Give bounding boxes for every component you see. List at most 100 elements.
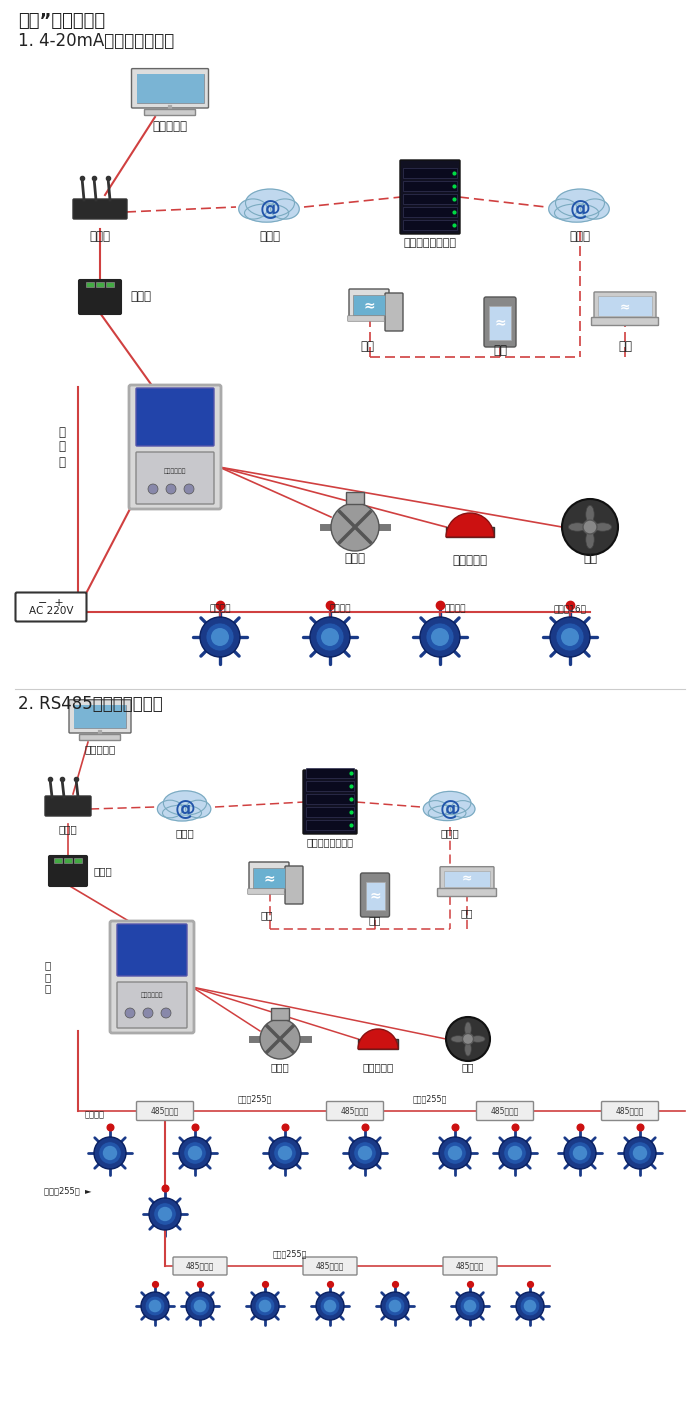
Text: 通
讯
线: 通 讯 线 (59, 425, 66, 469)
Text: 485中继器: 485中继器 (341, 1106, 369, 1116)
Bar (74, 705, 126, 727)
Text: @: @ (260, 198, 281, 219)
FancyBboxPatch shape (49, 855, 87, 886)
Circle shape (154, 1203, 176, 1225)
Circle shape (148, 1300, 161, 1313)
Circle shape (190, 1296, 210, 1316)
Circle shape (426, 623, 454, 651)
Ellipse shape (594, 523, 612, 532)
FancyBboxPatch shape (443, 1256, 497, 1275)
Text: 终端: 终端 (618, 339, 632, 353)
Text: 485中继器: 485中继器 (316, 1262, 344, 1271)
Bar (365, 882, 384, 910)
Text: 声光报警器: 声光报警器 (363, 1062, 393, 1072)
FancyBboxPatch shape (136, 388, 214, 446)
Circle shape (320, 1296, 340, 1316)
Ellipse shape (239, 198, 267, 219)
Text: ≈: ≈ (369, 888, 381, 902)
Text: 报警控制主机: 报警控制主机 (164, 469, 186, 474)
FancyBboxPatch shape (303, 1256, 357, 1275)
Text: 可连接16个: 可连接16个 (554, 605, 587, 613)
FancyBboxPatch shape (79, 280, 121, 314)
Ellipse shape (586, 530, 594, 549)
Ellipse shape (549, 198, 578, 219)
Circle shape (358, 1145, 372, 1161)
Text: 互联网: 互联网 (570, 231, 591, 243)
Text: 485中继器: 485中继器 (456, 1262, 484, 1271)
Circle shape (184, 1142, 206, 1164)
Circle shape (556, 623, 584, 651)
Text: 风机: 风机 (462, 1062, 475, 1072)
Bar (54, 858, 62, 862)
Circle shape (561, 628, 579, 646)
Ellipse shape (163, 791, 206, 815)
Text: 信号输出: 信号输出 (85, 1110, 105, 1120)
Text: 485中继器: 485中继器 (616, 1106, 644, 1116)
Text: ≈: ≈ (363, 298, 374, 312)
Ellipse shape (424, 801, 448, 817)
Circle shape (504, 1142, 526, 1164)
Text: 电脑: 电脑 (360, 339, 374, 353)
Text: @: @ (570, 198, 590, 219)
Ellipse shape (470, 1036, 485, 1043)
Wedge shape (358, 1029, 398, 1050)
Circle shape (331, 502, 379, 552)
FancyBboxPatch shape (136, 1102, 193, 1120)
Circle shape (624, 1137, 656, 1169)
Text: 信号输出: 信号输出 (209, 605, 231, 613)
Text: 信号输出: 信号输出 (329, 605, 351, 613)
Bar (444, 871, 490, 886)
Text: 可连接255台: 可连接255台 (413, 1095, 447, 1103)
Circle shape (463, 1300, 476, 1313)
Text: 互联网: 互联网 (176, 827, 195, 839)
Bar (253, 868, 285, 888)
Circle shape (256, 1296, 275, 1316)
Circle shape (179, 1137, 211, 1169)
Text: 报警控制主机: 报警控制主机 (141, 992, 163, 998)
Text: 转换器: 转换器 (130, 290, 151, 304)
Bar (306, 820, 354, 830)
Text: 485中继器: 485中继器 (186, 1262, 214, 1271)
Circle shape (439, 1137, 471, 1169)
Bar (74, 858, 82, 862)
Text: 1. 4-20mA信号连接系统图: 1. 4-20mA信号连接系统图 (18, 32, 174, 51)
Wedge shape (446, 514, 494, 537)
Text: 互联网: 互联网 (440, 827, 459, 839)
FancyBboxPatch shape (385, 293, 403, 331)
Circle shape (184, 484, 194, 494)
Ellipse shape (162, 805, 202, 820)
Circle shape (310, 618, 350, 657)
FancyBboxPatch shape (438, 888, 496, 896)
Circle shape (448, 1145, 462, 1161)
Text: 终端: 终端 (461, 908, 473, 917)
FancyBboxPatch shape (248, 889, 284, 895)
Bar (403, 182, 457, 191)
FancyBboxPatch shape (69, 699, 131, 733)
FancyBboxPatch shape (73, 198, 127, 219)
Bar (96, 281, 104, 287)
Circle shape (321, 628, 339, 646)
Circle shape (194, 1300, 206, 1313)
Text: @: @ (174, 799, 195, 819)
Circle shape (508, 1145, 522, 1161)
FancyBboxPatch shape (601, 1102, 659, 1120)
Circle shape (99, 1142, 121, 1164)
Circle shape (444, 1142, 466, 1164)
Circle shape (251, 1292, 279, 1320)
Text: 可连接255台: 可连接255台 (238, 1095, 272, 1103)
Ellipse shape (271, 198, 299, 219)
Ellipse shape (451, 801, 475, 817)
Text: 互联网: 互联网 (260, 231, 281, 243)
Circle shape (141, 1292, 169, 1320)
Ellipse shape (586, 505, 594, 523)
FancyBboxPatch shape (477, 1102, 533, 1120)
Text: 大众”系列报警器: 大众”系列报警器 (18, 13, 105, 30)
FancyBboxPatch shape (484, 297, 516, 348)
Circle shape (200, 618, 240, 657)
Bar (446, 528, 494, 537)
Text: 电磁阀: 电磁阀 (271, 1062, 289, 1072)
Bar (86, 281, 94, 287)
Circle shape (269, 1137, 301, 1169)
Ellipse shape (556, 189, 605, 217)
Text: 可连接255台: 可连接255台 (273, 1249, 307, 1258)
